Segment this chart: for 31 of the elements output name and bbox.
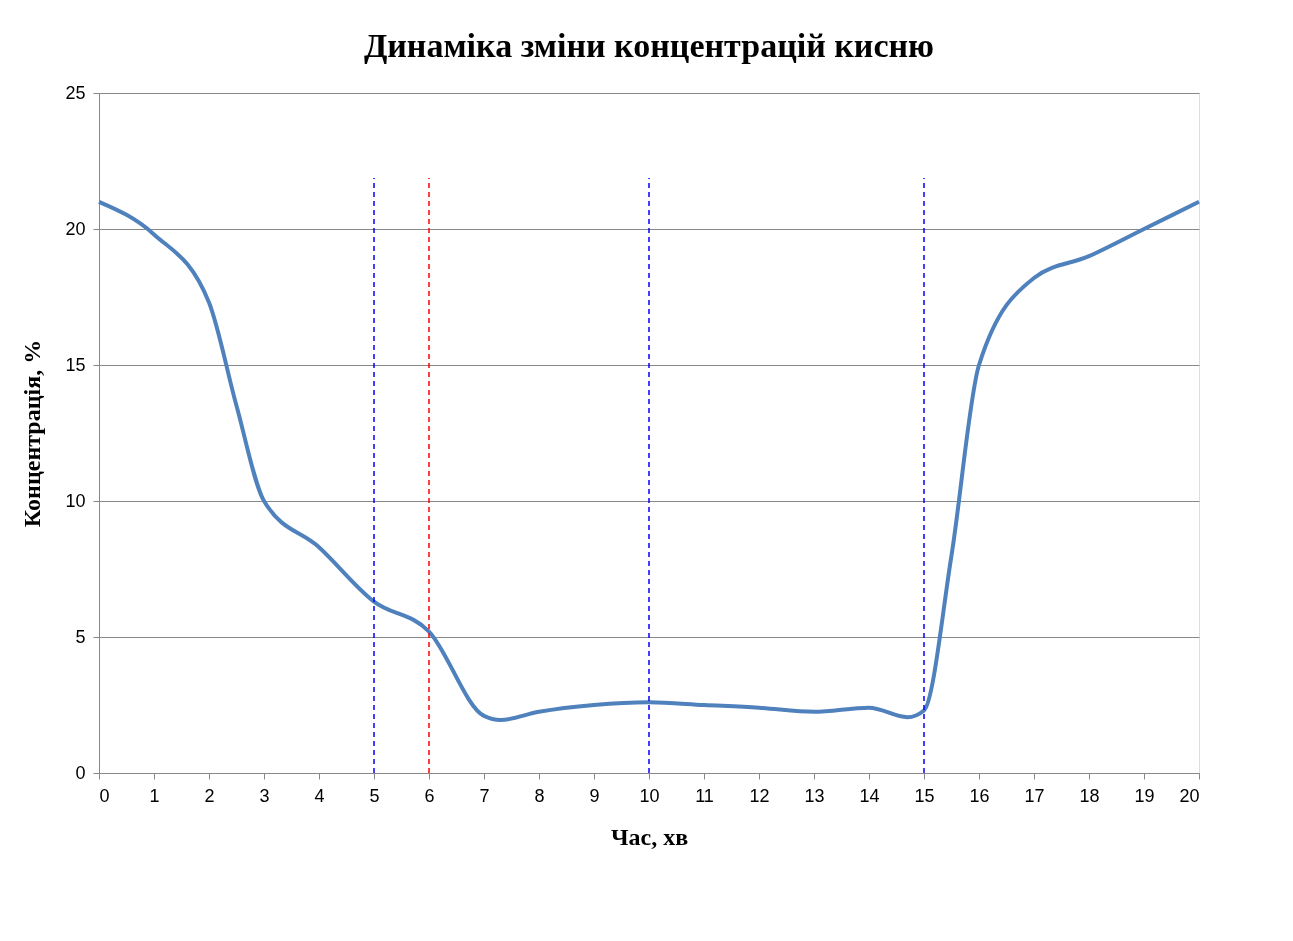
x-tick-label: 1 — [149, 785, 160, 806]
x-tick-label: 14 — [859, 785, 880, 806]
y-tick-label: 10 — [65, 490, 86, 511]
y-tick-label: 5 — [75, 626, 86, 647]
x-tick-label: 6 — [424, 785, 435, 806]
x-tick-label: 12 — [749, 785, 770, 806]
x-tick-label: 2 — [204, 785, 215, 806]
x-tick-label: 5 — [369, 785, 380, 806]
x-tick-label: 3 — [259, 785, 270, 806]
x-tick-label: 20 — [1179, 785, 1200, 806]
x-tick-label: 13 — [804, 785, 825, 806]
line-series — [97, 199, 1201, 722]
y-tick-label: 20 — [65, 218, 86, 239]
x-tick-label: 11 — [695, 785, 714, 806]
x-tick-label: 17 — [1024, 785, 1045, 806]
chart-title: Динаміка зміни концентрацій кисню — [363, 27, 935, 64]
x-tick-label: 4 — [314, 785, 325, 806]
x-tick-label: 18 — [1079, 785, 1100, 806]
x-tick-label: 10 — [639, 785, 660, 806]
x-tick-label: 9 — [589, 785, 600, 806]
x-tick-label: 8 — [534, 785, 545, 806]
y-tick-label: 25 — [65, 82, 86, 103]
x-axis-title: Час, хв — [610, 823, 689, 850]
x-tick-label: 19 — [1134, 785, 1155, 806]
y-tick-label: 0 — [75, 762, 86, 783]
x-tick-label: 15 — [914, 785, 935, 806]
y-tick-label: 15 — [65, 354, 86, 375]
x-tick-label: 16 — [969, 785, 990, 806]
x-tick-label: 7 — [479, 785, 490, 806]
x-tick-label: 0 — [99, 785, 110, 806]
y-axis-title: Концентрація, % — [19, 339, 46, 528]
